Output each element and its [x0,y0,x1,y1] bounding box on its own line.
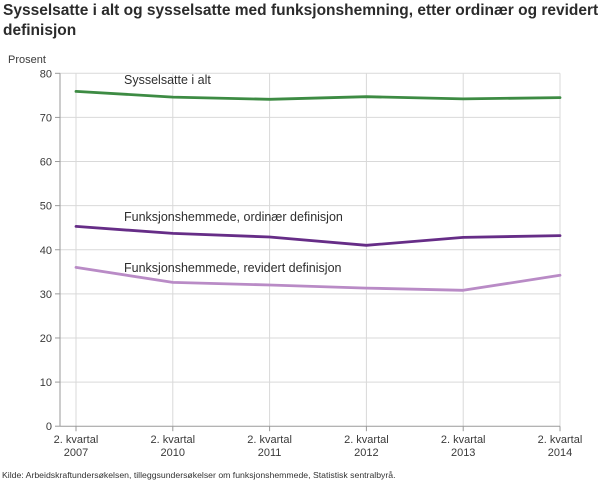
y-tick-label: 60 [40,157,52,169]
chart-title: Sysselsatte i alt og sysselsatte med fun… [3,2,599,40]
y-tick-label: 20 [40,333,52,345]
source-note: Kilde: Arbeidskraftundersøkelsen, tilleg… [2,470,396,480]
series-label-revised: Funksjonshemmede, revidert definisjon [124,261,342,275]
y-tick-label: 70 [40,112,52,124]
series-line-0 [74,90,562,101]
x-tick-label-year: 2013 [451,447,475,459]
data-lines [74,90,562,292]
series-label-total: Sysselsatte i alt [124,73,211,87]
series-line-2 [74,265,562,292]
x-tick-label: 2. kvartal [344,434,389,446]
x-tick-label-year: 2014 [548,447,572,459]
y-tick-label: 40 [40,245,52,257]
x-tick-label-year: 2010 [161,447,185,459]
y-tick-label: 30 [40,289,52,301]
y-tick-label: 10 [40,377,52,389]
x-tick-label-year: 2012 [354,447,378,459]
x-tick-label: 2. kvartal [538,434,583,446]
y-tick-label: 0 [46,421,52,433]
x-tick-label: 2. kvartal [54,434,99,446]
x-tick-label-year: 2007 [64,447,88,459]
series-label-ordinary: Funksjonshemmede, ordinær definisjon [124,210,343,224]
x-tick-label: 2. kvartal [247,434,292,446]
y-axis-unit-label: Prosent [8,54,46,66]
y-tick-label: 80 [40,68,52,80]
axes [55,72,561,432]
series-line-1 [74,224,562,247]
y-tick-label: 50 [40,201,52,213]
x-tick-label: 2. kvartal [150,434,195,446]
x-tick-label: 2. kvartal [441,434,486,446]
gridlines [60,72,561,427]
x-tick-label-year: 2011 [258,447,282,459]
